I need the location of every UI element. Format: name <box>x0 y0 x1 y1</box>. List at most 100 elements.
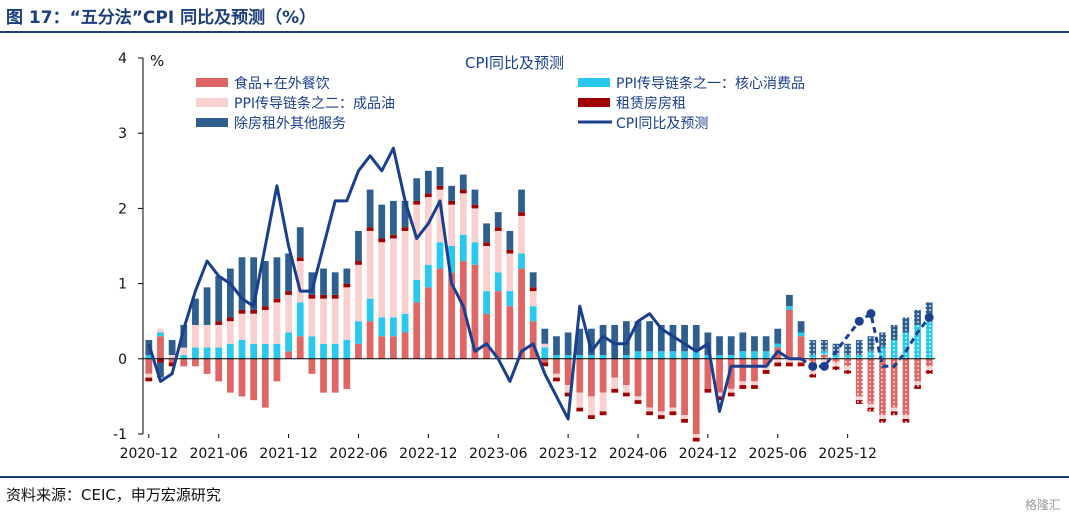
legend-label-cpi-line: CPI同比及预测 <box>616 116 708 132</box>
bar-services <box>261 261 269 307</box>
bar-food <box>879 358 886 416</box>
bar-food <box>541 358 549 363</box>
bar-food <box>914 358 921 382</box>
bar-oil <box>914 381 921 386</box>
bar-food <box>646 358 654 408</box>
bar-rent <box>774 362 782 367</box>
bar-oil <box>168 355 176 359</box>
bar-oil <box>180 347 188 356</box>
bar-rent <box>797 362 805 367</box>
bar-services <box>867 336 875 352</box>
bar-food <box>739 358 747 382</box>
bar-rent <box>459 189 467 194</box>
bar-core <box>553 355 560 359</box>
bar-rent <box>401 227 409 231</box>
bar-services <box>238 257 246 310</box>
bar-core <box>564 355 572 359</box>
cpi-forecast-point <box>819 361 829 371</box>
axes-layer: -1 0 1 2 3 4 2020-12 2021-06 2021-12 2022-06 2022-… <box>113 51 935 462</box>
bar-services <box>448 185 456 201</box>
bar-services <box>285 253 292 292</box>
bar-oil <box>692 434 700 438</box>
bar-oil <box>832 362 840 367</box>
bar-oil <box>471 208 479 243</box>
bar-food <box>611 358 619 378</box>
bar-rent <box>471 204 479 209</box>
bar-oil <box>681 415 688 419</box>
bar-core <box>669 351 677 359</box>
bar-services <box>483 223 490 243</box>
bar-food <box>634 358 642 397</box>
bar-food <box>669 358 677 408</box>
bar-core <box>285 332 292 352</box>
bar-oil <box>355 264 362 322</box>
bar-rent <box>925 370 933 374</box>
bar-food <box>331 358 339 393</box>
bar-food <box>599 358 607 393</box>
bar-core <box>867 351 875 359</box>
bar-core <box>436 242 444 269</box>
bar-services <box>320 268 327 295</box>
bar-rent <box>273 298 281 303</box>
bar-rent <box>296 257 304 262</box>
bar-rent <box>355 261 362 265</box>
legend-label-oil: PPI传导链条之二：成品油 <box>234 95 395 112</box>
bar-rent <box>599 411 607 416</box>
bar-food <box>401 332 409 359</box>
header: 图 17：“五分法”CPI 同比及预测（%） <box>0 0 1069 33</box>
bar-oil <box>867 403 875 408</box>
bar-oil <box>448 204 456 246</box>
bar-rent <box>622 392 630 397</box>
bar-oil <box>459 193 467 235</box>
bar-oil <box>296 261 304 303</box>
bar-food <box>494 291 502 359</box>
bar-rent <box>844 370 852 374</box>
bar-oil <box>751 381 758 386</box>
bar-rent <box>483 242 490 246</box>
bar-rent <box>436 185 444 190</box>
bar-services <box>716 336 723 356</box>
bar-food <box>529 321 537 359</box>
bar-oil <box>820 358 828 363</box>
bar-oil <box>634 396 642 401</box>
bar-services <box>657 324 665 352</box>
bar-core <box>914 324 921 359</box>
bar-food <box>366 321 374 359</box>
bar-food <box>390 336 397 359</box>
x-tick-label: 2021-12 <box>259 446 318 462</box>
bar-services <box>378 204 386 239</box>
bar-food <box>180 358 188 367</box>
bar-rent <box>588 415 595 419</box>
bar-services <box>401 200 409 228</box>
bar-food <box>308 358 316 374</box>
bar-services <box>809 340 817 356</box>
bar-oil <box>390 238 397 318</box>
bar-services <box>611 324 619 359</box>
bar-services <box>250 257 258 310</box>
bar-services <box>529 272 537 288</box>
bar-oil <box>203 324 211 348</box>
bar-rent <box>855 400 863 404</box>
bar-oil <box>797 358 805 363</box>
bar-rent <box>681 418 688 423</box>
bars-layer <box>145 167 933 442</box>
bar-services <box>890 324 898 340</box>
bar-core <box>797 332 805 337</box>
bar-rent <box>646 411 654 416</box>
figure-title: 图 17：“五分法”CPI 同比及预测（%） <box>6 8 317 28</box>
bar-rent <box>657 415 665 419</box>
bar-oil <box>786 358 793 363</box>
bar-core <box>261 343 269 359</box>
bar-food <box>786 309 793 359</box>
cpi-forecast-point <box>924 312 934 322</box>
bar-services <box>168 340 176 356</box>
bar-rent <box>320 294 327 299</box>
bar-core <box>296 302 304 337</box>
y-tick-label: -1 <box>113 427 127 443</box>
bar-oil <box>622 385 630 393</box>
bar-oil <box>669 407 677 412</box>
bar-food <box>343 358 351 389</box>
bar-services <box>902 317 910 333</box>
y-tick-label: 0 <box>118 352 127 368</box>
bar-core <box>390 317 397 337</box>
